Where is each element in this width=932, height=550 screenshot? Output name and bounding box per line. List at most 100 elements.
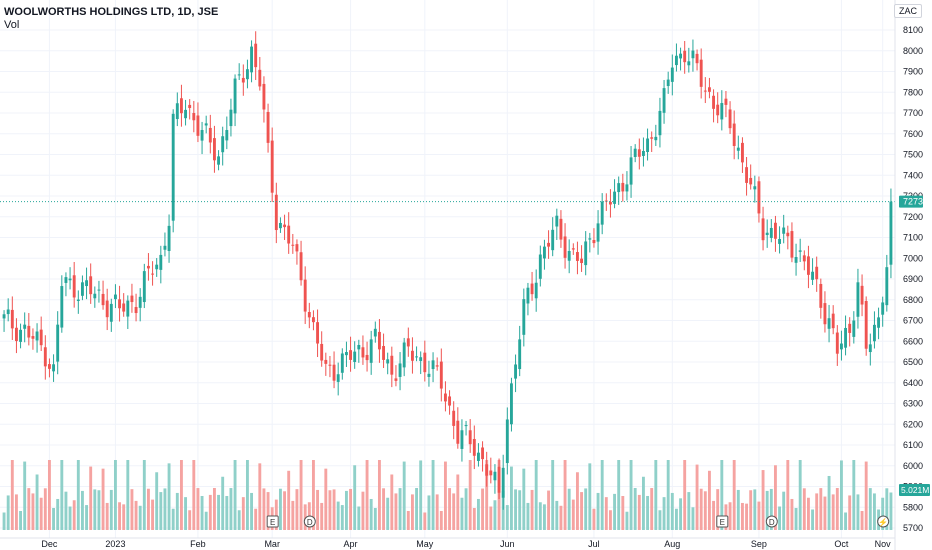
- candle-body[interactable]: [402, 342, 406, 368]
- candle-body[interactable]: [460, 430, 464, 449]
- candle-body[interactable]: [258, 69, 262, 87]
- candle-body[interactable]: [97, 289, 101, 291]
- candle-body[interactable]: [740, 142, 744, 163]
- candle-body[interactable]: [514, 364, 518, 379]
- candle-body[interactable]: [344, 352, 348, 356]
- candle-body[interactable]: [736, 147, 740, 151]
- candle-body[interactable]: [188, 104, 192, 109]
- candle-body[interactable]: [365, 354, 369, 361]
- candle-body[interactable]: [415, 356, 419, 358]
- candle-body[interactable]: [390, 355, 394, 375]
- candle-body[interactable]: [670, 67, 674, 82]
- candle-body[interactable]: [386, 359, 390, 364]
- candle-body[interactable]: [823, 303, 827, 325]
- candle-body[interactable]: [146, 265, 150, 269]
- candle-body[interactable]: [633, 148, 637, 157]
- candle-body[interactable]: [72, 275, 76, 298]
- candle-body[interactable]: [794, 257, 798, 263]
- candle-body[interactable]: [2, 314, 6, 319]
- candle-body[interactable]: [625, 184, 629, 192]
- candle-body[interactable]: [637, 149, 641, 157]
- candle-body[interactable]: [456, 420, 460, 444]
- candle-body[interactable]: [534, 282, 538, 299]
- candle-body[interactable]: [522, 299, 526, 335]
- candle-body[interactable]: [130, 295, 134, 303]
- candle-body[interactable]: [526, 287, 530, 304]
- candle-body[interactable]: [76, 299, 80, 301]
- candle-body[interactable]: [584, 241, 588, 266]
- candle-body[interactable]: [175, 103, 179, 120]
- candle-body[interactable]: [113, 294, 117, 300]
- candle-body[interactable]: [245, 69, 249, 80]
- event-marker[interactable]: [266, 515, 279, 528]
- candle-body[interactable]: [241, 77, 245, 83]
- candle-body[interactable]: [406, 338, 410, 347]
- candle-body[interactable]: [204, 123, 208, 126]
- candle-body[interactable]: [881, 302, 885, 315]
- candle-body[interactable]: [105, 300, 109, 318]
- candle-body[interactable]: [641, 150, 645, 156]
- candle-body[interactable]: [85, 280, 89, 287]
- candle-body[interactable]: [200, 130, 204, 141]
- candle-body[interactable]: [233, 78, 237, 114]
- candle-body[interactable]: [778, 238, 782, 244]
- candle-body[interactable]: [745, 167, 749, 183]
- candle-body[interactable]: [650, 137, 654, 139]
- candle-body[interactable]: [848, 323, 852, 333]
- candle-body[interactable]: [571, 248, 575, 250]
- candle-body[interactable]: [196, 115, 200, 136]
- candle-body[interactable]: [448, 396, 452, 406]
- candle-body[interactable]: [472, 438, 476, 456]
- candle-body[interactable]: [476, 452, 480, 461]
- candle-body[interactable]: [547, 242, 551, 247]
- candle-body[interactable]: [691, 50, 695, 59]
- candle-body[interactable]: [142, 271, 146, 303]
- candle-body[interactable]: [382, 346, 386, 360]
- candle-body[interactable]: [361, 347, 365, 358]
- candle-body[interactable]: [868, 344, 872, 353]
- candle-body[interactable]: [707, 87, 711, 92]
- candle-body[interactable]: [773, 222, 777, 239]
- candle-body[interactable]: [679, 53, 683, 59]
- candle-body[interactable]: [790, 231, 794, 258]
- candle-body[interactable]: [254, 43, 258, 68]
- candle-body[interactable]: [340, 353, 344, 373]
- candle-body[interactable]: [60, 286, 64, 328]
- candle-body[interactable]: [518, 339, 522, 370]
- candle-body[interactable]: [6, 309, 10, 315]
- candle-body[interactable]: [35, 331, 39, 341]
- candle-body[interactable]: [831, 313, 835, 329]
- candle-body[interactable]: [229, 109, 233, 127]
- candle-body[interactable]: [262, 83, 266, 110]
- candle-body[interactable]: [159, 254, 163, 270]
- candle-body[interactable]: [320, 343, 324, 361]
- candle-body[interactable]: [839, 343, 843, 350]
- candle-body[interactable]: [505, 419, 509, 464]
- candle-body[interactable]: [163, 245, 167, 250]
- candle-body[interactable]: [126, 300, 130, 317]
- candle-body[interactable]: [732, 123, 736, 146]
- candle-body[interactable]: [299, 252, 303, 281]
- candle-body[interactable]: [806, 256, 810, 275]
- candle-body[interactable]: [542, 246, 546, 259]
- candle-body[interactable]: [332, 364, 336, 381]
- candle-body[interactable]: [439, 361, 443, 389]
- candle-body[interactable]: [80, 282, 84, 296]
- candle-body[interactable]: [377, 331, 381, 350]
- candle-body[interactable]: [687, 61, 691, 66]
- candle-body[interactable]: [662, 88, 666, 113]
- candle-body[interactable]: [212, 138, 216, 161]
- candle-body[interactable]: [443, 393, 447, 402]
- candle-body[interactable]: [575, 252, 579, 261]
- candle-body[interactable]: [31, 336, 35, 339]
- candle-body[interactable]: [373, 328, 377, 337]
- candle-body[interactable]: [39, 329, 43, 346]
- currency-badge[interactable]: ZAC: [894, 4, 922, 18]
- candle-body[interactable]: [184, 109, 188, 119]
- candle-body[interactable]: [666, 79, 670, 87]
- candle-body[interactable]: [674, 55, 678, 66]
- candle-body[interactable]: [452, 410, 456, 426]
- candle-body[interactable]: [720, 103, 724, 120]
- candle-body[interactable]: [493, 471, 497, 481]
- candle-body[interactable]: [629, 157, 633, 185]
